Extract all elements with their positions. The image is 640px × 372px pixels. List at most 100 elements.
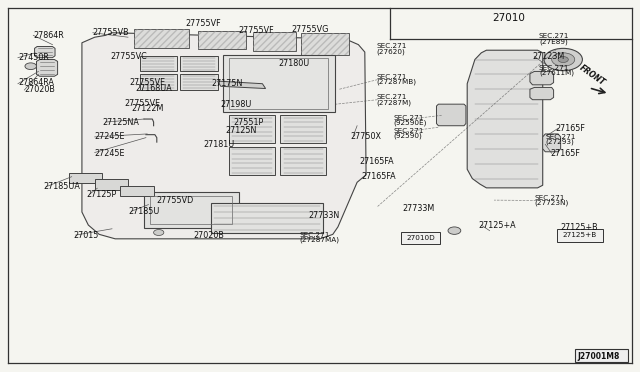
Text: 27010: 27010 <box>492 13 525 23</box>
Text: (27611M): (27611M) <box>539 69 574 76</box>
Text: 27010D: 27010D <box>406 235 435 241</box>
Text: 27755VF: 27755VF <box>238 26 274 35</box>
Circle shape <box>154 230 164 235</box>
Bar <box>301 33 349 55</box>
Polygon shape <box>82 33 366 239</box>
Text: 27020B: 27020B <box>193 231 224 240</box>
Text: 27175N: 27175N <box>211 79 243 88</box>
Polygon shape <box>543 134 561 152</box>
Text: (27E89): (27E89) <box>539 38 568 45</box>
Text: 27755VG: 27755VG <box>291 25 328 34</box>
Bar <box>253 32 296 51</box>
Text: SEC.271: SEC.271 <box>376 44 406 49</box>
Bar <box>69 173 102 183</box>
Text: 27181U: 27181U <box>204 140 235 149</box>
Text: (27620): (27620) <box>376 48 405 55</box>
Polygon shape <box>35 46 55 58</box>
Polygon shape <box>467 50 543 188</box>
Polygon shape <box>530 71 554 85</box>
Text: SEC.271: SEC.271 <box>376 94 406 100</box>
Text: FRONT: FRONT <box>577 63 607 87</box>
Text: 27864RA: 27864RA <box>18 78 54 87</box>
Polygon shape <box>530 87 554 100</box>
Text: 27185U: 27185U <box>128 207 159 216</box>
Bar <box>198 31 246 49</box>
Bar <box>180 74 218 90</box>
Text: 27015: 27015 <box>74 231 99 240</box>
Bar <box>211 203 323 232</box>
Text: 27125NA: 27125NA <box>102 118 140 126</box>
Circle shape <box>448 227 461 234</box>
Text: (27287MA): (27287MA) <box>300 237 340 243</box>
Text: 27450R: 27450R <box>18 53 49 62</box>
Text: 27123M: 27123M <box>532 52 564 61</box>
Text: SEC.271: SEC.271 <box>300 232 330 238</box>
Text: 27165FA: 27165FA <box>360 157 394 166</box>
Text: SEC.271: SEC.271 <box>539 33 569 39</box>
Text: 27864R: 27864R <box>33 31 64 40</box>
Text: 27755VE: 27755VE <box>125 99 161 108</box>
Text: (27293): (27293) <box>545 138 574 145</box>
Text: (27287MB): (27287MB) <box>376 79 417 86</box>
Text: 27755VD: 27755VD <box>157 196 194 205</box>
Text: 27125N: 27125N <box>225 126 257 135</box>
Bar <box>120 186 154 196</box>
Bar <box>223 55 335 112</box>
Text: J27001M8: J27001M8 <box>577 352 620 361</box>
Polygon shape <box>36 60 58 76</box>
Text: 27245E: 27245E <box>95 149 125 158</box>
Circle shape <box>552 53 575 66</box>
FancyBboxPatch shape <box>401 232 440 244</box>
Text: 27122M: 27122M <box>131 104 164 113</box>
Text: 27198U: 27198U <box>221 100 252 109</box>
Text: SEC.271: SEC.271 <box>539 65 569 71</box>
Bar <box>229 147 275 175</box>
Bar <box>134 29 189 48</box>
Bar <box>150 196 232 224</box>
Text: 27125+A: 27125+A <box>479 221 516 230</box>
Bar <box>144 192 239 228</box>
Text: (92590): (92590) <box>394 132 422 139</box>
Circle shape <box>558 57 568 62</box>
Polygon shape <box>218 81 266 89</box>
Bar <box>140 56 177 71</box>
Bar <box>198 31 246 49</box>
Bar <box>253 32 296 51</box>
Text: SEC.271: SEC.271 <box>545 134 575 140</box>
Text: SEC.271: SEC.271 <box>376 74 406 80</box>
Text: (92590E): (92590E) <box>394 120 427 126</box>
FancyBboxPatch shape <box>575 349 628 362</box>
Bar <box>180 56 218 71</box>
Text: 27755VE: 27755VE <box>129 78 165 87</box>
Bar <box>229 115 275 143</box>
Text: 27185UA: 27185UA <box>44 182 81 191</box>
Text: 27165F: 27165F <box>556 124 586 133</box>
Bar <box>280 115 326 143</box>
Text: 27020B: 27020B <box>24 85 55 94</box>
Text: 27245E: 27245E <box>95 132 125 141</box>
Polygon shape <box>436 104 466 126</box>
Text: SEC.271: SEC.271 <box>394 115 424 121</box>
Text: 27180U: 27180U <box>278 60 310 68</box>
Text: (27287M): (27287M) <box>376 99 412 106</box>
Text: SEC.271: SEC.271 <box>534 195 564 201</box>
Text: 27165FA: 27165FA <box>362 172 396 181</box>
Bar <box>301 33 349 55</box>
Bar <box>134 29 189 48</box>
Text: 27551P: 27551P <box>234 118 264 126</box>
Bar <box>95 179 128 190</box>
Circle shape <box>25 63 36 70</box>
Text: 27168UA: 27168UA <box>136 84 172 93</box>
Text: 27165F: 27165F <box>550 149 580 158</box>
Text: 27125+B: 27125+B <box>563 232 597 238</box>
Circle shape <box>544 48 582 71</box>
Text: 27733M: 27733M <box>402 204 434 213</box>
Text: 27733N: 27733N <box>308 211 340 220</box>
Text: SEC.271: SEC.271 <box>394 128 424 134</box>
Text: 27755VF: 27755VF <box>186 19 221 28</box>
Text: 27125+B: 27125+B <box>560 223 598 232</box>
Text: (27723N): (27723N) <box>534 199 569 206</box>
Bar <box>140 74 177 90</box>
Bar <box>280 147 326 175</box>
Text: 27755VC: 27755VC <box>110 52 147 61</box>
